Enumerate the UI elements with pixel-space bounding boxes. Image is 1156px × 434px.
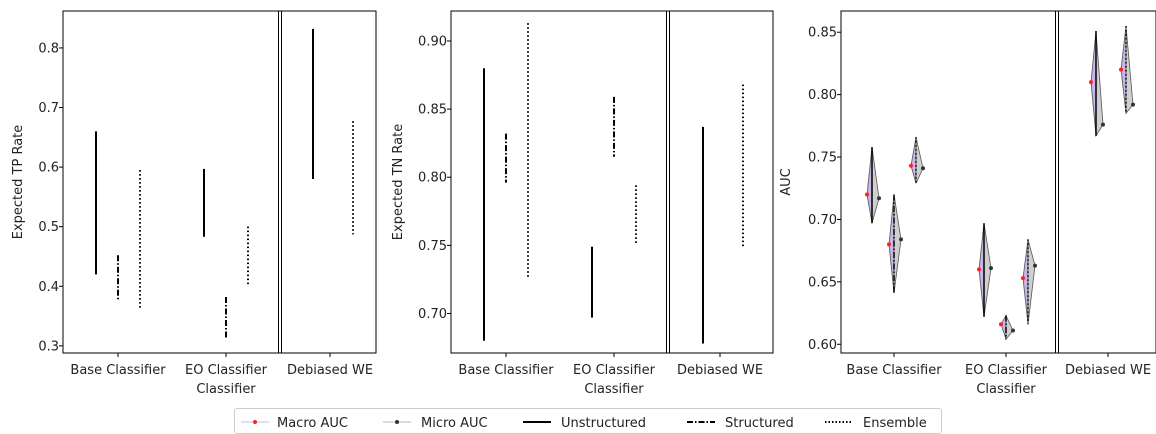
- macro-auc-marker: [909, 163, 913, 168]
- legend-item-unstructured: Unstructured: [523, 416, 646, 431]
- x-axis-label: Classifier: [584, 382, 644, 397]
- x-axis-label: Classifier: [196, 382, 256, 397]
- legend: Macro AUC Micro AUC Unstructured Structu…: [234, 408, 942, 434]
- micro-half-diamond: [871, 146, 880, 224]
- y-tick-label: 0.60: [808, 338, 837, 353]
- y-tick-label: 0.90: [418, 34, 447, 49]
- legend-item-macro-auc: Macro AUC: [241, 416, 348, 431]
- y-axis-label: Expected TP Rate: [11, 125, 26, 240]
- macro-auc-marker: [977, 267, 981, 272]
- macro-auc-marker: [1089, 80, 1093, 85]
- x-axis-label: Classifier: [976, 382, 1036, 397]
- x-tick-label: Debiased WE: [1065, 363, 1151, 378]
- y-tick-label: 0.80: [418, 171, 447, 186]
- x-tick-label: Base Classifier: [846, 363, 942, 378]
- macro-auc-marker: [865, 192, 869, 197]
- micro-half-diamond: [1027, 239, 1036, 325]
- legend-label: Macro AUC: [277, 416, 348, 431]
- y-tick-label: 0.8: [38, 41, 59, 56]
- y-tick-label: 0.85: [808, 26, 837, 41]
- plot-frame: [62, 10, 377, 354]
- plot-frame: [450, 10, 774, 354]
- legend-item-structured: Structured: [687, 416, 794, 431]
- micro-half-diamond: [1005, 315, 1014, 341]
- macro-auc-marker: [1021, 276, 1025, 281]
- y-tick-label: 0.6: [38, 161, 59, 176]
- micro-half-diamond: [1095, 30, 1104, 138]
- tn-rate-panel: 0.70 0.75 0.80 0.85 0.90 Expected TN Rate Base…: [391, 10, 774, 397]
- y-axis-label: AUC: [779, 168, 794, 196]
- legend-item-ensemble: Ensemble: [825, 416, 927, 431]
- y-tick-label: 0.70: [418, 307, 447, 322]
- micro-auc-marker: [1011, 328, 1015, 333]
- x-tick-label: Debiased WE: [677, 363, 763, 378]
- micro-half-diamond: [983, 223, 992, 317]
- y-tick-label: 0.65: [808, 275, 837, 290]
- y-tick-label: 0.75: [418, 239, 447, 254]
- micro-auc-marker: [877, 196, 881, 201]
- micro-half-diamond: [893, 194, 902, 294]
- y-tick-label: 0.4: [38, 280, 59, 295]
- x-tick-label: EO Classifier: [965, 363, 1048, 378]
- micro-auc-marker: [921, 166, 925, 171]
- y-tick-label: 0.3: [38, 339, 59, 354]
- macro-half-diamond: [910, 136, 917, 184]
- legend-item-micro-auc: Micro AUC: [383, 416, 488, 431]
- y-tick-label: 0.75: [808, 151, 837, 166]
- x-tick-label: EO Classifier: [185, 363, 268, 378]
- macro-auc-marker: [1119, 67, 1123, 72]
- micro-half-diamond: [915, 136, 924, 184]
- tp-rate-panel: 0.3 0.4 0.5 0.6 0.7 0.8 Expected TP Rate Base C…: [11, 10, 377, 397]
- y-tick-label: 0.5: [38, 220, 59, 235]
- y-tick-label: 0.7: [38, 101, 59, 116]
- macro-auc-marker: [999, 322, 1003, 327]
- auc-panel: 0.60 0.65 0.70 0.75 0.80 0.85 AUC Base Classifi…: [779, 10, 1156, 397]
- y-axis-label: Expected TN Rate: [391, 124, 406, 240]
- legend-label: Micro AUC: [421, 416, 488, 431]
- micro-auc-marker: [899, 237, 903, 242]
- micro-auc-marker: [1101, 122, 1105, 127]
- plot-frame: [840, 10, 1156, 354]
- micro-auc-marker: [989, 266, 993, 271]
- y-tick-label: 0.85: [418, 103, 447, 118]
- x-tick-label: EO Classifier: [573, 363, 656, 378]
- micro-half-diamond: [1125, 25, 1134, 115]
- x-tick-label: Debiased WE: [287, 363, 373, 378]
- legend-label: Unstructured: [561, 416, 646, 431]
- micro-auc-marker: [1033, 263, 1037, 268]
- y-tick-label: 0.70: [808, 213, 837, 228]
- legend-label: Structured: [725, 416, 794, 431]
- y-tick-label: 0.80: [808, 88, 837, 103]
- legend-label: Ensemble: [863, 416, 927, 431]
- micro-auc-marker: [1131, 102, 1135, 107]
- x-tick-label: Base Classifier: [70, 363, 166, 378]
- x-tick-label: Base Classifier: [458, 363, 554, 378]
- macro-auc-marker: [887, 242, 891, 247]
